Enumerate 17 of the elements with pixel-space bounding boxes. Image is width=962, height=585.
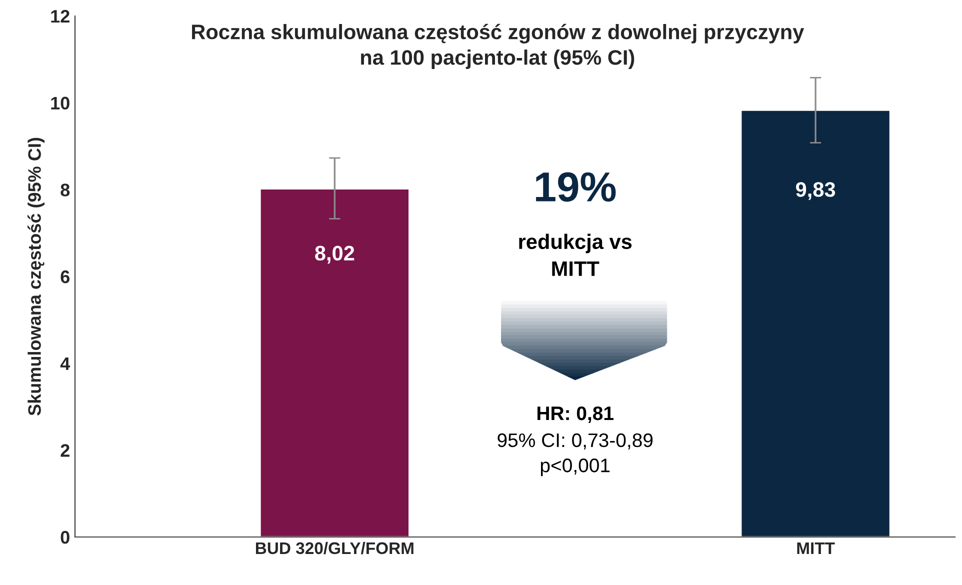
x-tick-label: MITT [797, 542, 835, 554]
annotation: HR: 0,81 [538, 406, 614, 424]
y-tick-label: 2 [60, 444, 70, 457]
annotation: 95% CI: 0,73-0,89 p<0,001 [498, 433, 653, 476]
y-tick-label: 0 [60, 530, 70, 544]
y-tick-label: 6 [60, 270, 70, 284]
data-label: 8,02 [315, 246, 354, 264]
text: Roczna skumulowana częstość zgonów z dowolnej przyczyny na 100 pacjento-lat (95% CI) [192, 24, 804, 69]
y-tick-label: 12 [51, 10, 70, 23]
y-tick-label: 8 [60, 184, 70, 196]
x-tick-label: BUD 320/GLY/FORM [256, 542, 414, 554]
y-tick-label: 4 [60, 357, 70, 370]
y-axis-title: Skumulowana częstość (95% CI) [28, 138, 44, 416]
data-label: 9,83 [796, 182, 836, 200]
annotation: 19% [536, 172, 616, 202]
annotation: redukcja vs MITT [519, 234, 632, 276]
y-tick-label: 10 [51, 96, 70, 110]
